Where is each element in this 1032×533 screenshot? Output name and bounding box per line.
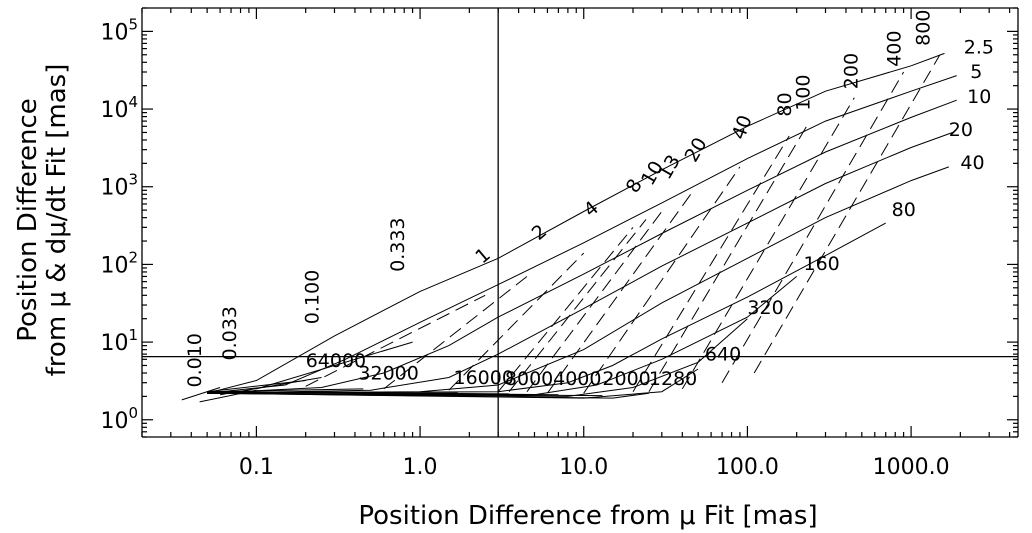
contour-label: 40 bbox=[728, 112, 757, 142]
y-axis-title-line-2: from μ & dμ/dt Fit [mas] bbox=[42, 64, 72, 377]
series-line bbox=[207, 380, 306, 393]
y-tick-label: 100 bbox=[100, 404, 138, 434]
contour-label: 5 bbox=[970, 61, 982, 83]
contour-label: 32000 bbox=[358, 363, 418, 385]
series-line bbox=[305, 294, 486, 387]
y-tick-label: 103 bbox=[100, 171, 138, 201]
reference-lines bbox=[142, 8, 1018, 437]
series-line bbox=[497, 227, 634, 393]
x-tick-label: 10.0 bbox=[559, 455, 608, 480]
contour-label: 80 bbox=[892, 199, 916, 221]
contour-label: 0.033 bbox=[219, 306, 241, 360]
contour-label: 8000 bbox=[505, 368, 553, 390]
contour-label: 64000 bbox=[306, 350, 366, 372]
contour-label: 100 bbox=[793, 75, 815, 111]
contour-label: 2000 bbox=[602, 368, 650, 390]
contour-label: 0.100 bbox=[302, 270, 324, 324]
series-line bbox=[207, 392, 603, 397]
y-tick-label: 102 bbox=[100, 248, 138, 278]
y-tick-label: 104 bbox=[100, 93, 138, 123]
series-line bbox=[383, 276, 528, 390]
series-line bbox=[181, 387, 221, 401]
series-line bbox=[207, 75, 957, 394]
series-line bbox=[207, 392, 649, 399]
series-line bbox=[546, 194, 692, 394]
x-tick-label: 100.0 bbox=[716, 455, 779, 480]
contour-label: 16000 bbox=[454, 367, 514, 389]
contour-label: 80 bbox=[774, 92, 796, 116]
x-tick-label: 1.0 bbox=[403, 455, 438, 480]
contour-label: 320 bbox=[747, 297, 783, 319]
series-line bbox=[207, 131, 954, 394]
series-line bbox=[583, 166, 741, 394]
x-axis-title: Position Difference from μ Fit [mas] bbox=[358, 501, 817, 531]
contour-label: 4000 bbox=[553, 368, 601, 390]
y-tick-label: 105 bbox=[100, 15, 138, 45]
contour-label: 10 bbox=[967, 86, 991, 108]
contour-label: 2 bbox=[528, 220, 551, 245]
series-line bbox=[207, 318, 748, 397]
series-line bbox=[648, 126, 808, 392]
series-line bbox=[632, 135, 790, 392]
series-line bbox=[508, 219, 647, 393]
contour-label: 0.333 bbox=[387, 217, 409, 271]
series-line bbox=[526, 211, 663, 392]
y-axis-title: Position Difference from μ & dμ/dt Fit [… bbox=[13, 64, 72, 377]
series-line bbox=[681, 97, 855, 390]
contour-label: 20 bbox=[949, 119, 973, 141]
series-line bbox=[448, 252, 585, 391]
series-line bbox=[199, 389, 257, 403]
contour-label: 1280 bbox=[649, 368, 697, 390]
contour-label: 20 bbox=[680, 134, 711, 166]
contour-label: 200 bbox=[840, 53, 862, 89]
x-tick-label: 0.1 bbox=[239, 455, 274, 480]
series-line bbox=[206, 52, 945, 394]
series-layer bbox=[181, 52, 957, 403]
contour-label: 4 bbox=[580, 197, 603, 222]
contour-label: 0.010 bbox=[184, 333, 206, 387]
series-line bbox=[256, 341, 413, 390]
y-tick-label: 101 bbox=[100, 326, 138, 356]
series-line bbox=[220, 377, 322, 396]
x-tick-label: 1000.0 bbox=[873, 455, 950, 480]
contour-label: 800 bbox=[913, 10, 935, 46]
contour-label: 40 bbox=[960, 152, 984, 174]
y-axis-title-line-1: Position Difference bbox=[13, 98, 43, 342]
series-line bbox=[207, 166, 949, 394]
contour-label: 400 bbox=[883, 31, 905, 67]
series-line bbox=[753, 54, 941, 374]
series-line bbox=[207, 388, 364, 393]
contour-label: 640 bbox=[705, 344, 741, 366]
contour-label: 160 bbox=[804, 253, 840, 275]
series-line bbox=[721, 71, 905, 383]
series-line bbox=[207, 99, 957, 394]
annotation-layer: 2.55102040801603206401280200040008000160… bbox=[184, 10, 994, 390]
contour-label: 2.5 bbox=[964, 36, 994, 58]
contour-label: 1 bbox=[471, 244, 494, 269]
